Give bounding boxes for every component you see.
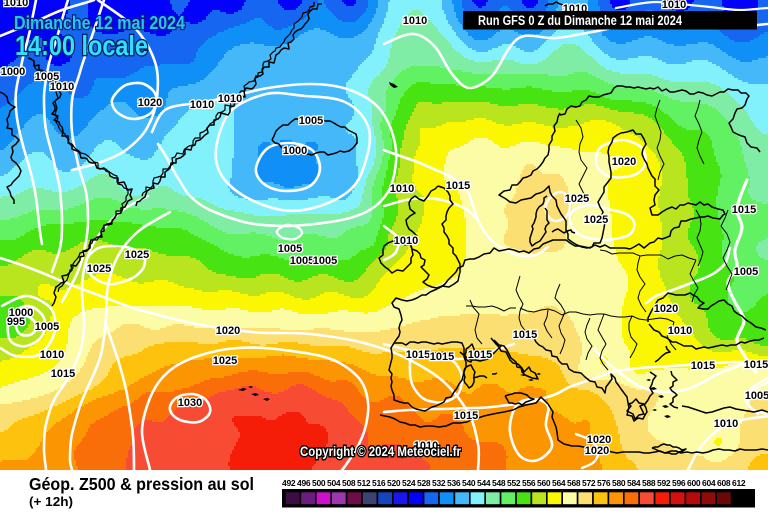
- svg-text:492: 492: [282, 478, 296, 488]
- svg-text:1015: 1015: [406, 349, 430, 361]
- svg-text:1015: 1015: [454, 410, 478, 422]
- svg-text:520: 520: [387, 478, 401, 488]
- svg-text:Géop. Z500 & pression au sol: Géop. Z500 & pression au sol: [29, 474, 254, 494]
- svg-text:1025: 1025: [565, 193, 589, 205]
- svg-text:Run GFS 0 Z du Dimanche 12 mai: Run GFS 0 Z du Dimanche 12 mai 2024: [478, 13, 682, 28]
- svg-text:548: 548: [492, 478, 506, 488]
- svg-text:528: 528: [417, 478, 431, 488]
- svg-text:1010: 1010: [390, 183, 414, 195]
- svg-text:14:00 locale: 14:00 locale: [15, 30, 148, 61]
- svg-text:1030: 1030: [178, 397, 202, 409]
- svg-text:1000: 1000: [283, 145, 307, 157]
- svg-text:584: 584: [627, 478, 641, 488]
- svg-text:1010: 1010: [403, 15, 427, 27]
- svg-text:1010: 1010: [40, 349, 64, 361]
- svg-text:536: 536: [447, 478, 461, 488]
- svg-text:1005: 1005: [745, 390, 768, 402]
- svg-text:564: 564: [552, 478, 566, 488]
- svg-text:Copyright © 2024 Meteociel.fr: Copyright © 2024 Meteociel.fr: [300, 443, 461, 459]
- svg-text:1015: 1015: [513, 329, 537, 341]
- svg-text:1000: 1000: [1, 66, 25, 78]
- svg-text:1010: 1010: [714, 418, 738, 430]
- svg-text:504: 504: [327, 478, 341, 488]
- svg-text:1025: 1025: [213, 355, 237, 367]
- svg-text:552: 552: [507, 478, 521, 488]
- svg-text:1010: 1010: [218, 93, 242, 105]
- svg-text:588: 588: [642, 478, 656, 488]
- svg-text:596: 596: [672, 478, 686, 488]
- svg-text:516: 516: [372, 478, 386, 488]
- svg-text:1020: 1020: [216, 325, 240, 337]
- svg-text:Dimanche 12 mai 2024: Dimanche 12 mai 2024: [14, 13, 185, 33]
- svg-text:580: 580: [612, 478, 626, 488]
- svg-text:1015: 1015: [732, 204, 756, 216]
- svg-text:1020: 1020: [654, 303, 678, 315]
- svg-text:1010: 1010: [662, 0, 686, 11]
- svg-text:1015: 1015: [691, 360, 715, 372]
- svg-text:524: 524: [402, 478, 416, 488]
- svg-text:1025: 1025: [87, 263, 111, 275]
- svg-text:1015: 1015: [468, 349, 492, 361]
- svg-text:1010: 1010: [394, 235, 418, 247]
- svg-text:600: 600: [687, 478, 701, 488]
- svg-text:1025: 1025: [584, 214, 608, 226]
- svg-text:508: 508: [342, 478, 356, 488]
- svg-text:604: 604: [702, 478, 716, 488]
- svg-text:1005: 1005: [313, 255, 337, 267]
- svg-text:512: 512: [357, 478, 371, 488]
- svg-text:500: 500: [312, 478, 326, 488]
- svg-text:1015: 1015: [430, 351, 454, 363]
- svg-text:1020: 1020: [585, 445, 609, 457]
- svg-text:608: 608: [717, 478, 731, 488]
- svg-text:995: 995: [7, 316, 25, 328]
- svg-text:1010: 1010: [4, 0, 28, 9]
- svg-text:572: 572: [582, 478, 596, 488]
- svg-text:592: 592: [657, 478, 671, 488]
- svg-text:532: 532: [432, 478, 446, 488]
- svg-text:556: 556: [522, 478, 536, 488]
- svg-text:496: 496: [297, 478, 311, 488]
- svg-text:1010: 1010: [190, 99, 214, 111]
- svg-text:1025: 1025: [125, 249, 149, 261]
- svg-text:1015: 1015: [744, 359, 768, 371]
- svg-text:1000: 1000: [9, 307, 33, 319]
- svg-text:1005: 1005: [278, 243, 302, 255]
- svg-text:(+ 12h): (+ 12h): [29, 494, 73, 509]
- svg-text:560: 560: [537, 478, 551, 488]
- svg-text:568: 568: [567, 478, 581, 488]
- svg-text:1020: 1020: [612, 156, 636, 168]
- svg-text:1015: 1015: [51, 368, 75, 380]
- svg-text:540: 540: [462, 478, 476, 488]
- svg-text:612: 612: [732, 478, 746, 488]
- svg-text:1005: 1005: [35, 321, 59, 333]
- svg-text:576: 576: [597, 478, 611, 488]
- svg-text:544: 544: [477, 478, 491, 488]
- svg-text:1020: 1020: [138, 97, 162, 109]
- svg-text:1010: 1010: [50, 81, 74, 93]
- svg-text:1005: 1005: [299, 115, 323, 127]
- svg-text:1005: 1005: [35, 71, 59, 83]
- svg-text:1015: 1015: [446, 180, 470, 192]
- svg-text:1005: 1005: [734, 266, 758, 278]
- svg-text:1010: 1010: [414, 440, 438, 452]
- svg-text:1010: 1010: [668, 325, 692, 337]
- svg-text:1005: 1005: [290, 255, 314, 267]
- svg-text:1020: 1020: [587, 434, 611, 446]
